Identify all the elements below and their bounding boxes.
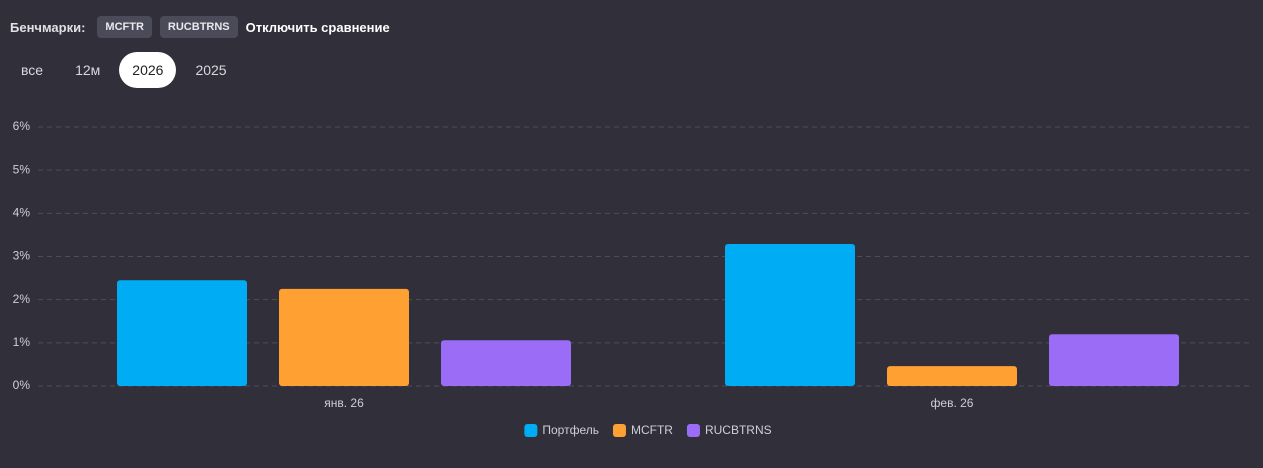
bar (887, 366, 1017, 386)
legend-item: MCFTR (612, 423, 673, 437)
legend-label: Портфель (542, 423, 599, 437)
bar (441, 340, 571, 386)
legend-swatch (612, 424, 626, 437)
legend-label: MCFTR (631, 423, 673, 437)
legend-swatch (524, 424, 538, 437)
y-tick-label: 1% (13, 335, 31, 349)
benchmark-chip[interactable]: RUCBTRNS (159, 16, 238, 38)
y-tick-label: 5% (13, 162, 31, 176)
legend-swatch (686, 424, 700, 437)
period-tab[interactable]: 2026 (119, 52, 177, 88)
y-tick-label: 4% (13, 206, 31, 220)
bar (279, 288, 409, 386)
y-tick-label: 6% (13, 119, 31, 133)
bar (1049, 334, 1179, 386)
y-tick-label: 2% (13, 292, 31, 306)
bar (117, 280, 247, 386)
disable-comparison[interactable]: Отключить сравнение (245, 19, 390, 35)
y-tick-label: 3% (13, 249, 31, 263)
benchmark-chip[interactable]: MCFTR (97, 16, 152, 38)
legend-item: RUCBTRNS (686, 423, 772, 437)
benchmark-label: Бенчмарки: (10, 19, 86, 35)
period-tab[interactable]: все (21, 62, 44, 78)
legend-item: Портфель (524, 423, 599, 437)
period-tabs: все 12м 2026 2025 (8, 52, 240, 88)
benchmark-bar: Бенчмарки: MCFTR RUCBTRNS Отключить срав… (10, 14, 390, 40)
legend-label: RUCBTRNS (705, 423, 772, 437)
period-tab[interactable]: 12м (75, 62, 101, 78)
period-tab[interactable]: 2025 (195, 62, 227, 78)
bar (725, 243, 855, 386)
x-tick-label: янв. 26 (324, 396, 364, 410)
x-tick-label: фев. 26 (931, 396, 974, 410)
y-tick-label: 0% (13, 378, 31, 392)
